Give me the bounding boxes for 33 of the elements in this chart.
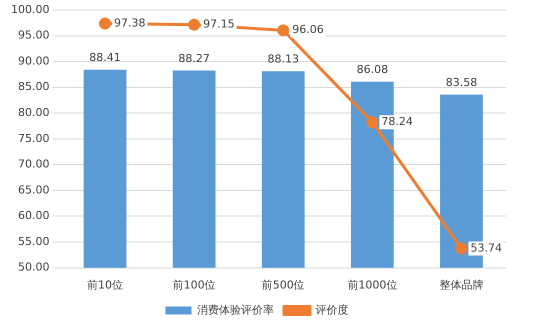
x-tick-label: 前1000位 [347, 278, 398, 292]
x-tick-label: 整体品牌 [439, 278, 484, 292]
data-label: 97.38 [114, 16, 146, 30]
y-tick-label: 90.00 [18, 54, 50, 68]
data-label: 83.58 [446, 76, 478, 90]
y-tick-label: 80.00 [18, 106, 50, 119]
data-label: 96.06 [292, 23, 324, 36]
y-tick-label: 75.00 [18, 132, 50, 145]
y-tick-label: 100.00 [10, 2, 50, 16]
point [366, 116, 378, 128]
data-label: 88.13 [267, 52, 299, 66]
x-tick-label: 前100位 [172, 278, 216, 292]
data-label: 88.41 [89, 51, 121, 64]
data-label: 97.15 [203, 18, 235, 31]
y-tick-label: 85.00 [18, 80, 50, 94]
x-tick-label: 前10位 [87, 278, 124, 292]
legend-label: 消费体验评价率 [197, 303, 274, 316]
y-tick-label: 50.00 [18, 260, 50, 274]
data-label: 78.24 [381, 115, 413, 128]
y-tick-label: 95.00 [18, 28, 50, 42]
x-tick-label: 前500位 [262, 278, 305, 292]
point [455, 242, 468, 255]
y-tick-label: 55.00 [18, 234, 50, 248]
y-tick-label: 60.00 [18, 209, 50, 222]
point [277, 24, 290, 36]
data-label: 88.27 [178, 52, 210, 65]
data-label: 86.08 [356, 63, 388, 76]
point [188, 18, 200, 31]
y-tick-label: 70.00 [18, 158, 50, 171]
point [99, 18, 112, 30]
data-label: 53.74 [470, 241, 502, 254]
legend-label: 评价度 [316, 303, 348, 316]
y-tick-label: 65.00 [18, 183, 50, 196]
